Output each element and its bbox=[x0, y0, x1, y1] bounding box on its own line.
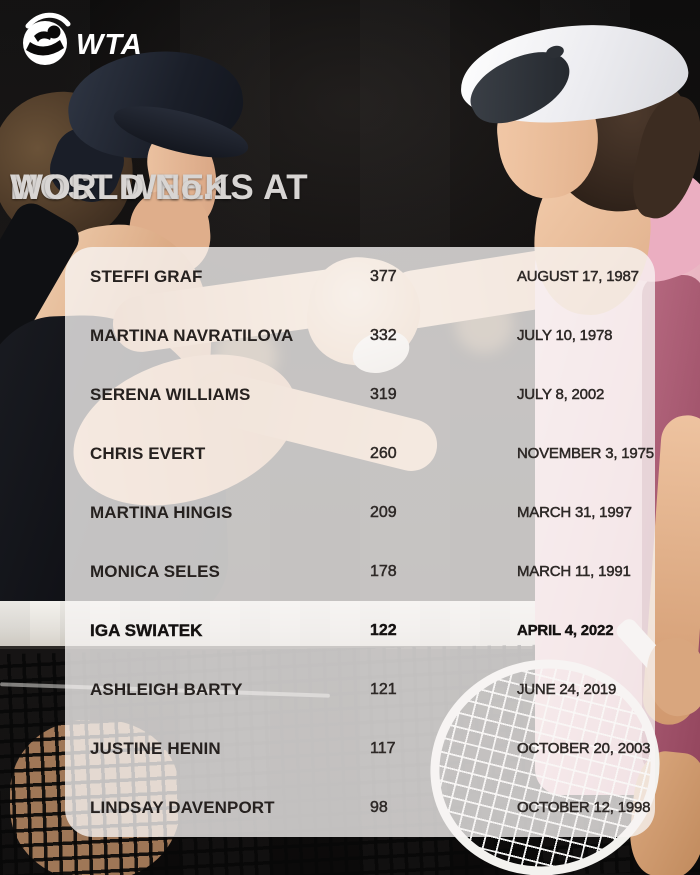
stats-panel: STEFFI GRAF 377 AUGUST 17, 1987 MARTINA NAV… bbox=[65, 247, 655, 837]
table-row: MONICA SELES 178 MARCH 11, 1991 bbox=[65, 542, 655, 601]
weeks-count: 377 bbox=[370, 267, 397, 285]
table-row: JUSTINE HENIN 117 OCTOBER 20, 2003 bbox=[65, 719, 655, 778]
date-reached: OCTOBER 20, 2003 bbox=[517, 740, 651, 758]
date-reached: AUGUST 17, 1987 bbox=[517, 268, 639, 286]
table-row: SERENA WILLIAMS 319 JULY 8, 2002 bbox=[65, 365, 655, 424]
table-row: CHRIS EVERT 260 NOVEMBER 3, 1975 bbox=[65, 424, 655, 483]
player-name: MARTINA HINGIS bbox=[90, 502, 233, 522]
player-name: CHRIS EVERT bbox=[90, 443, 206, 463]
weeks-count: 319 bbox=[370, 385, 397, 403]
table-row: MARTINA HINGIS 209 MARCH 31, 1997 bbox=[65, 483, 655, 542]
player-name: STEFFI GRAF bbox=[90, 266, 203, 286]
date-reached: OCTOBER 12, 1998 bbox=[517, 799, 651, 817]
table-row: IGA SWIATEK 122 APRIL 4, 2022 bbox=[65, 601, 655, 660]
date-reached: JULY 8, 2002 bbox=[517, 386, 605, 404]
wta-logo-icon: WTA bbox=[23, 12, 143, 65]
date-reached: JULY 10, 1978 bbox=[517, 327, 613, 345]
weeks-count: 121 bbox=[370, 680, 397, 698]
title-line-1: MOST WEEKS AT bbox=[10, 168, 309, 207]
player-name: JUSTINE HENIN bbox=[90, 738, 221, 758]
weeks-count: 98 bbox=[370, 798, 388, 816]
wta-wordmark: WTA bbox=[76, 29, 143, 61]
date-reached: MARCH 31, 1997 bbox=[517, 504, 632, 522]
table-row: ASHLEIGH BARTY 121 JUNE 24, 2019 bbox=[65, 660, 655, 719]
weeks-count: 260 bbox=[370, 444, 397, 462]
date-reached: APRIL 4, 2022 bbox=[517, 622, 614, 639]
player-name: IGA SWIATEK bbox=[90, 620, 203, 640]
weeks-count: 117 bbox=[370, 739, 396, 757]
weeks-count: 122 bbox=[370, 621, 397, 639]
date-reached: JUNE 24, 2019 bbox=[517, 681, 617, 699]
wta-logo: WTA bbox=[14, 10, 144, 70]
date-reached: MARCH 11, 1991 bbox=[517, 563, 631, 581]
table-row: LINDSAY DAVENPORT 98 OCTOBER 12, 1998 bbox=[65, 778, 655, 837]
player-name: SERENA WILLIAMS bbox=[90, 384, 251, 404]
date-reached: NOVEMBER 3, 1975 bbox=[517, 445, 655, 463]
weeks-count: 178 bbox=[370, 562, 397, 580]
player-name: LINDSAY DAVENPORT bbox=[90, 797, 275, 817]
table-row: MARTINA NAVRATILOVA 332 JULY 10, 1978 bbox=[65, 306, 655, 365]
weeks-count: 332 bbox=[370, 326, 397, 344]
player-name: ASHLEIGH BARTY bbox=[90, 679, 243, 699]
player-name: MARTINA NAVRATILOVA bbox=[90, 325, 294, 345]
title-line-2: WORLD No.1 bbox=[10, 168, 233, 207]
weeks-count: 209 bbox=[370, 503, 397, 521]
table-row: STEFFI GRAF 377 AUGUST 17, 1987 bbox=[65, 247, 655, 306]
player-name: MONICA SELES bbox=[90, 561, 220, 581]
